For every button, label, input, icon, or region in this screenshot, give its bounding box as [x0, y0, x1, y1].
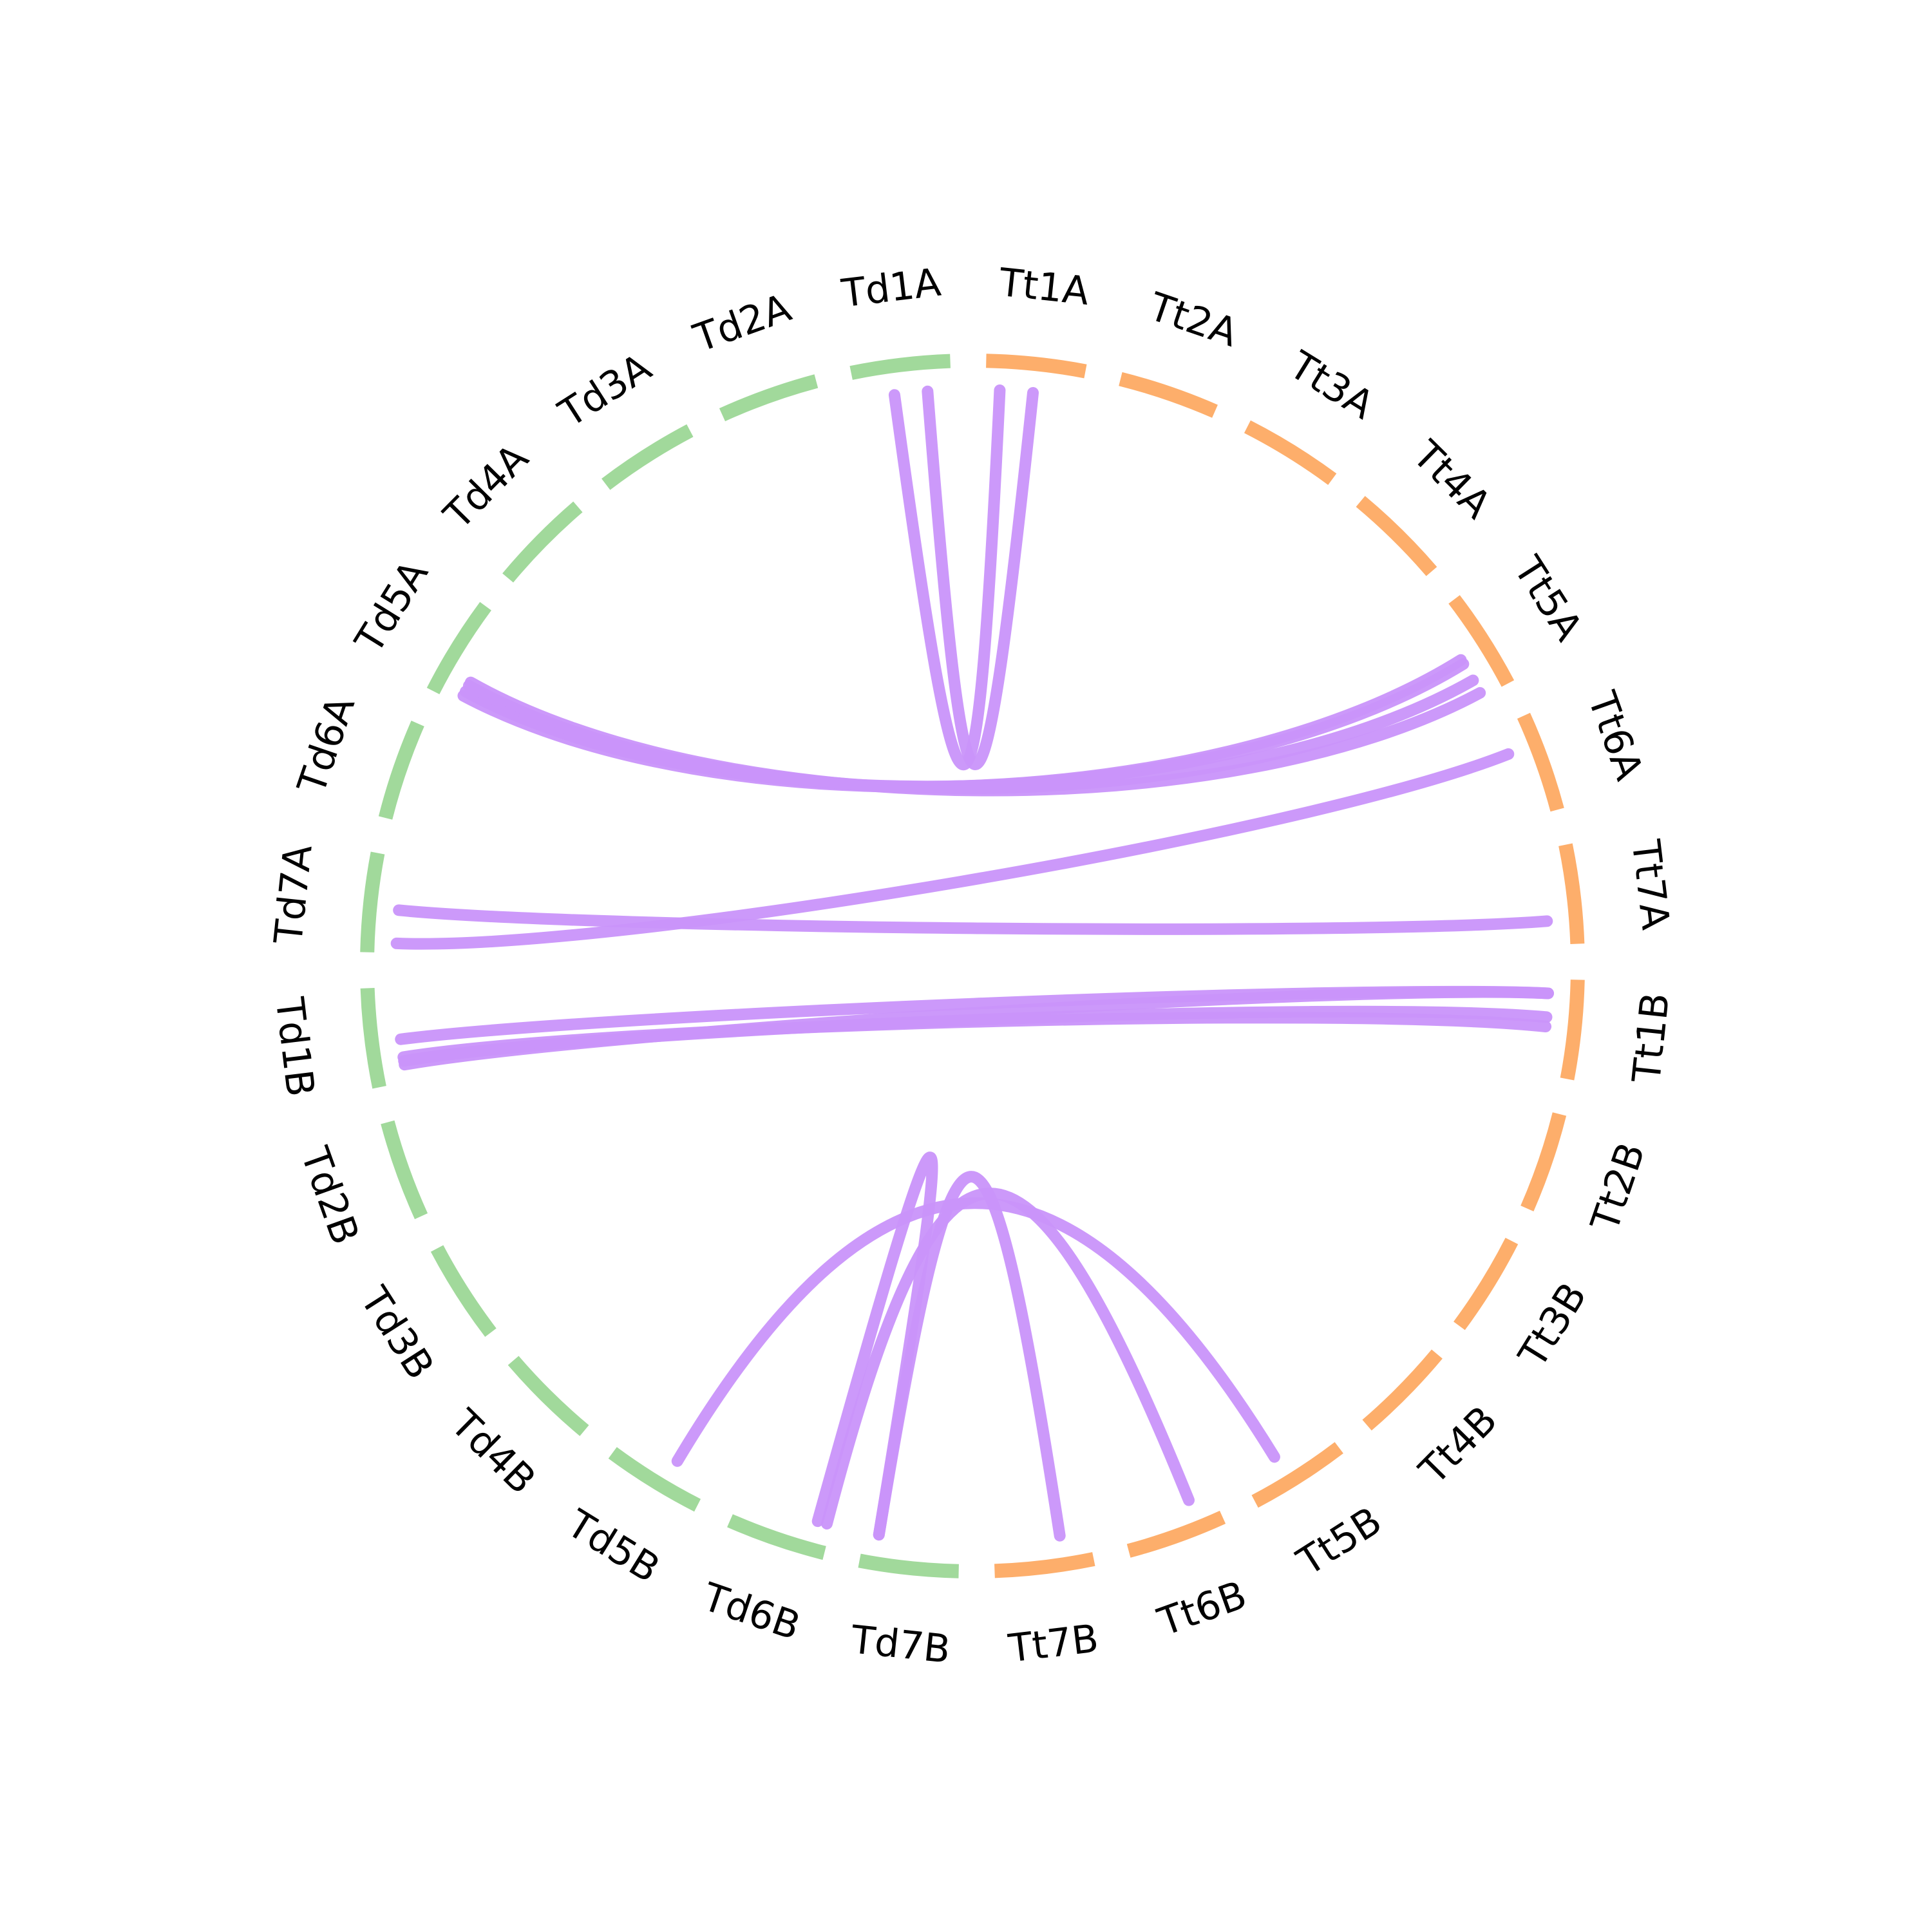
segment-td6b	[727, 1514, 826, 1560]
segment-td1b	[360, 988, 386, 1089]
link-td6b-td7b-15	[811, 1151, 938, 1541]
segment-tt6a	[1517, 712, 1564, 812]
label-td6b: Td6B	[697, 1575, 806, 1649]
label-tt4b: Tt4B	[1410, 1397, 1506, 1493]
label-td1b: Td1B	[266, 994, 323, 1099]
segment-tt5b	[1251, 1442, 1343, 1508]
label-td3a: Td3A	[551, 345, 659, 437]
label-td3b: Td3B	[351, 1279, 442, 1387]
label-tt6b: Tt6B	[1152, 1573, 1253, 1645]
label-tt1b: Tt1B	[1624, 990, 1678, 1085]
label-tt3b: Tt3B	[1510, 1275, 1595, 1376]
segment-tt3a	[1244, 420, 1337, 485]
link-td1b-tt1b-11	[395, 985, 1554, 1045]
label-tt4a: Tt4A	[1403, 432, 1499, 527]
segment-tt1a	[986, 354, 1087, 379]
link-td1b-tt1b-10	[397, 1012, 1552, 1063]
links-layer	[390, 384, 1554, 1542]
segment-td5a	[426, 601, 491, 695]
segment-tt7a	[1558, 843, 1585, 944]
label-tt2b: Tt2B	[1582, 1137, 1654, 1238]
label-tt2a: Tt2A	[1143, 284, 1244, 356]
link-td7a-tt6a-6	[390, 748, 1515, 950]
label-tt6a: Tt6A	[1578, 686, 1651, 786]
label-td7b: Td7B	[848, 1617, 952, 1672]
segment-td4a	[502, 501, 583, 583]
segment-td7a	[360, 851, 385, 952]
segment-tt4a	[1356, 496, 1437, 576]
segments-layer	[360, 354, 1585, 1578]
segment-tt6b	[1126, 1510, 1226, 1558]
segment-tt2a	[1119, 372, 1218, 418]
label-td1a: Td1A	[838, 260, 943, 317]
link-td5b-tt5b-12	[671, 1197, 1280, 1467]
segment-td2b	[381, 1120, 428, 1220]
label-td5a: Td5A	[346, 553, 437, 661]
segment-td6a	[378, 721, 424, 820]
label-td4a: Td4A	[435, 435, 538, 538]
label-td5b: Td5B	[559, 1501, 668, 1592]
segment-td2a	[719, 374, 819, 422]
segment-tt3b	[1454, 1237, 1519, 1331]
label-tt5a: Tt5A	[1504, 548, 1591, 649]
link-td5a-tt5a-5	[464, 676, 1486, 797]
label-td2a: Td2A	[688, 285, 797, 361]
link-td1a-tt1a-0	[888, 384, 1006, 771]
label-tt7b: Tt7B	[1006, 1616, 1101, 1671]
segment-tt7b	[994, 1552, 1095, 1578]
label-tt3a: Tt3A	[1281, 343, 1381, 428]
segment-tt5a	[1448, 595, 1515, 687]
segment-td4b	[507, 1356, 589, 1436]
label-tt5b: Tt5B	[1289, 1499, 1390, 1586]
segment-td3b	[430, 1245, 497, 1337]
label-td4b: Td4B	[442, 1401, 545, 1503]
segment-td5b	[608, 1447, 701, 1512]
label-tt1a: Tt1A	[996, 260, 1091, 314]
segment-td1a	[849, 354, 951, 380]
label-td2b: Td2B	[292, 1141, 368, 1251]
label-tt7a: Tt7A	[1622, 837, 1678, 933]
segment-td3a	[601, 424, 694, 490]
segment-tt1b	[1560, 980, 1585, 1081]
segment-tt2b	[1520, 1112, 1567, 1211]
segment-td7b	[858, 1553, 959, 1578]
link-td1a-tt1a-1	[922, 385, 1039, 770]
label-td6a: Td6A	[289, 691, 364, 800]
segment-tt4b	[1362, 1349, 1443, 1431]
label-td7a: Td7A	[266, 842, 321, 946]
link-td7a-tt7a-7	[393, 904, 1553, 935]
